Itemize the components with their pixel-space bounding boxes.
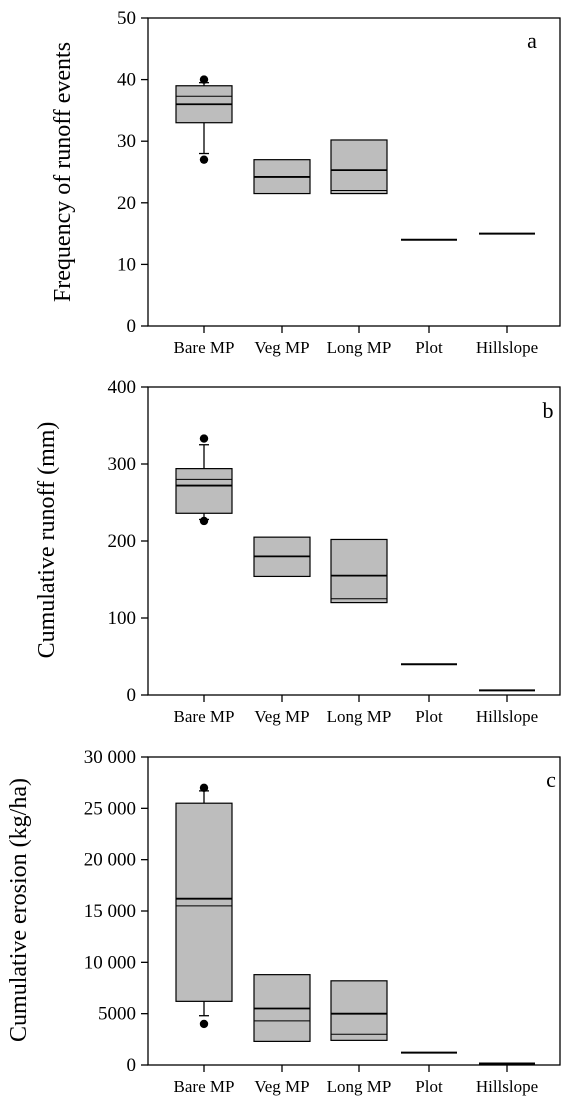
y-tick-label: 40 (117, 70, 136, 91)
outlier-point-bare-mp (199, 75, 209, 84)
plot-frame (147, 17, 561, 327)
y-tick-label: 400 (108, 377, 137, 398)
y-tick-label: 30 (117, 131, 136, 152)
panel-letter: b (543, 398, 554, 423)
y-tick-label: 50 (117, 8, 136, 29)
y-tick-label: 30 000 (84, 747, 136, 768)
y-tick-label: 5000 (98, 1004, 136, 1025)
y-tick-label: 0 (127, 1055, 137, 1076)
panel-letter: a (527, 28, 537, 53)
y-tick-label: 25 000 (84, 798, 136, 819)
y-tick-label: 300 (108, 454, 137, 475)
x-tick-label: Bare MP (174, 1077, 235, 1096)
panel-c: Cumulative erosion (kg/ha) c 0 5000 10 000… (6, 747, 561, 1096)
outlier-point-bare-mp (199, 434, 209, 443)
x-tick-label: Bare MP (174, 338, 235, 357)
x-tick-label: Veg MP (254, 338, 309, 357)
y-tick-label: 200 (108, 531, 137, 552)
x-tick-label: Plot (415, 338, 443, 357)
outlier-point-bare-mp (199, 1019, 209, 1029)
x-tick-label: Veg MP (254, 1077, 309, 1096)
panel-a: Frequency of runoff events a 0 10 20 30 40 50… (50, 8, 561, 357)
x-tick-label: Long MP (327, 338, 392, 357)
x-tick-label: Plot (415, 707, 443, 726)
panel-letter: c (546, 767, 556, 792)
y-tick-label: 20 000 (84, 850, 136, 871)
box-bare-mp (175, 802, 233, 1002)
x-tick-label: Veg MP (254, 707, 309, 726)
outlier-point-bare-mp (199, 516, 209, 526)
x-tick-label: Bare MP (174, 707, 235, 726)
x-tick-label: Hillslope (476, 338, 538, 357)
y-tick-label: 10 (117, 254, 136, 275)
y-tick-label: 15 000 (84, 901, 136, 922)
y-tick-label: 100 (108, 608, 137, 629)
x-tick-label: Plot (415, 1077, 443, 1096)
y-tick-label: 0 (127, 316, 137, 337)
panel-b: Cumulative runoff (mm) b 0 100 200 300 400 Ba… (34, 377, 561, 726)
y-tick-label: 20 (117, 193, 136, 214)
y-axis-title: Frequency of runoff events (50, 42, 76, 302)
box-long-mp (330, 139, 388, 195)
y-axis-title: Cumulative runoff (mm) (34, 422, 60, 659)
box-long-mp (330, 538, 388, 604)
x-tick-label: Long MP (327, 1077, 392, 1096)
outlier-point-bare-mp (199, 155, 209, 164)
y-axis-title: Cumulative erosion (kg/ha) (6, 778, 32, 1042)
box-long-mp (330, 980, 388, 1041)
box-bare-mp (175, 468, 233, 514)
y-tick-label: 10 000 (84, 952, 136, 973)
y-tick-label: 0 (127, 685, 137, 706)
x-tick-label: Long MP (327, 707, 392, 726)
x-tick-label: Hillslope (476, 1077, 538, 1096)
outlier-point-bare-mp (199, 783, 209, 792)
x-tick-label: Hillslope (476, 707, 538, 726)
